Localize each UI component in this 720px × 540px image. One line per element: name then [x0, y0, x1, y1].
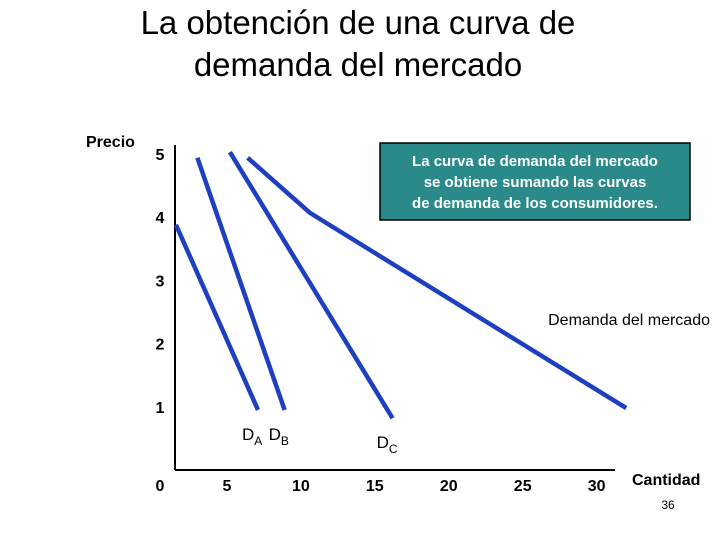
- y-tick-label: 2: [156, 337, 165, 354]
- demand-curve: [227, 150, 395, 420]
- annotation-line: se obtiene sumando las curvas: [424, 174, 647, 191]
- curve-label: DA: [242, 425, 262, 448]
- curve-label-subscript: B: [281, 434, 289, 448]
- page-number: 36: [661, 498, 675, 512]
- curve-label: Demanda del mercado: [548, 312, 710, 329]
- x-tick-label: 30: [588, 478, 606, 495]
- demand-curve: [173, 223, 261, 411]
- curve-label-subscript: A: [254, 434, 262, 448]
- x-tick-label: 20: [440, 478, 458, 495]
- title-line: La obtención de una curva de: [141, 4, 576, 41]
- demand-curve: [246, 156, 628, 410]
- y-tick-label: 0: [156, 478, 165, 495]
- x-tick-label: 15: [366, 478, 384, 495]
- curve-label: DB: [269, 425, 289, 448]
- annotation-line: de demanda de los consumidores.: [412, 195, 658, 212]
- annotation-box: [379, 142, 691, 221]
- curve-label-name: D: [377, 433, 389, 452]
- x-axis-label: Cantidad: [632, 472, 700, 489]
- curve-label-name: D: [242, 425, 254, 444]
- y-tick-label: 4: [156, 210, 165, 227]
- title-line: demanda del mercado: [194, 46, 522, 83]
- curve-label: DC: [377, 433, 398, 456]
- x-tick-label: 25: [514, 478, 532, 495]
- y-tick-label: 3: [156, 273, 165, 290]
- annotation-line: La curva de demanda del mercado: [412, 153, 658, 170]
- demand-curve: [195, 157, 287, 411]
- y-axis-label: Precio: [86, 134, 135, 151]
- curve-label-name: D: [269, 425, 281, 444]
- x-tick-label: 5: [222, 478, 231, 495]
- y-tick-label: 1: [156, 400, 165, 417]
- curve-label-subscript: C: [389, 442, 398, 456]
- x-tick-label: 10: [292, 478, 310, 495]
- y-tick-label: 5: [156, 147, 165, 164]
